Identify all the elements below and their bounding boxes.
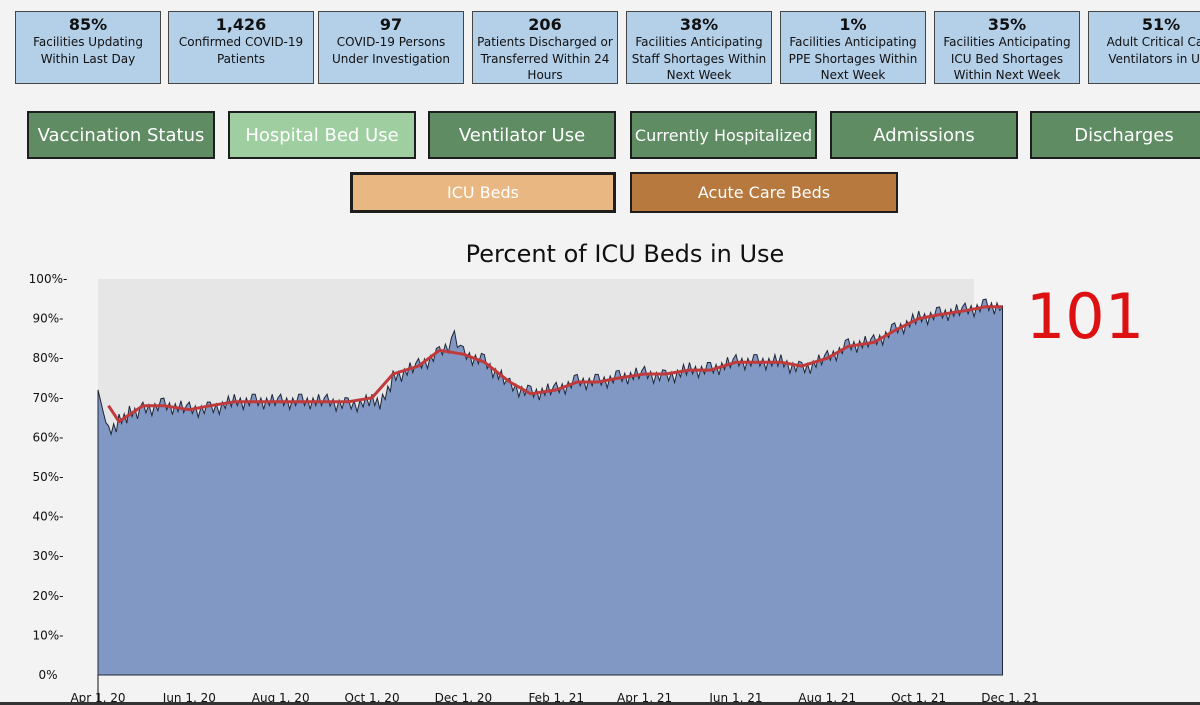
kpi-card: 35% Facilities Anticipating ICU Bed Shor… (934, 11, 1080, 84)
y-tick-label: 60%- (32, 430, 63, 444)
kpi-value: 206 (528, 15, 562, 34)
kpi-label: Facilities Anticipating ICU Bed Shortage… (943, 35, 1071, 82)
chart-title: Percent of ICU Beds in Use (465, 240, 785, 268)
kpi-value: 51% (1141, 15, 1181, 34)
kpi-card: 206 Patients Discharged or Transferred W… (472, 11, 618, 84)
tab-ventilator-use[interactable]: Ventilator Use (428, 111, 616, 159)
icu-use-area (97, 298, 1003, 676)
x-tick-label: Oct 1, 21 (891, 691, 946, 702)
kpi-label: Patients Discharged or Transferred Withi… (477, 35, 613, 82)
kpi-label: Adult Critical Care Ventilators in Use (1106, 35, 1200, 66)
kpi-label: Facilities Anticipating PPE Shortages Wi… (788, 35, 918, 82)
kpi-value: 38% (679, 15, 719, 34)
y-tick-label: 70%- (32, 391, 63, 405)
x-tick-label: Apr 1, 20 (70, 691, 125, 702)
x-tick-label: Dec 1, 21 (981, 691, 1039, 702)
x-tick-label: Jun 1, 21 (708, 691, 762, 702)
tab-admissions[interactable]: Admissions (830, 111, 1018, 159)
acute-care-beds-button[interactable]: Acute Care Beds (630, 172, 898, 213)
kpi-card: 85% Facilities Updating Within Last Day (15, 11, 161, 84)
y-tick-label: 20%- (32, 589, 63, 603)
y-tick-label: 0% (38, 668, 57, 682)
kpi-value: 85% (68, 15, 108, 34)
kpi-label: COVID-19 Persons Under Investigation (331, 35, 450, 66)
tab-vaccination-status[interactable]: Vaccination Status (27, 111, 215, 159)
x-tick-label: Oct 1, 20 (344, 691, 399, 702)
tab-discharges[interactable]: Discharges (1030, 111, 1200, 159)
y-tick-label: 100%- (29, 272, 68, 286)
y-tick-label: 90%- (32, 312, 63, 326)
taskbar-edge (0, 702, 1200, 705)
y-tick-label: 30%- (32, 549, 63, 563)
x-tick-label: Aug 1, 21 (798, 691, 856, 702)
icu-beds-button[interactable]: ICU Beds (350, 172, 616, 213)
kpi-card: 38% Facilities Anticipating Staff Shorta… (626, 11, 772, 84)
moving-average-line (107, 305, 1003, 424)
kpi-card: 51% Adult Critical Care Ventilators in U… (1088, 11, 1200, 84)
y-axis: 0% 10%- 20%- 30%- 40%- 50%- 60%- 70%- 80%- 90%- 10… (29, 272, 68, 682)
kpi-card: 1% Facilities Anticipating PPE Shortages… (780, 11, 926, 84)
x-tick-label: Dec 1, 20 (435, 691, 493, 702)
x-axis: Apr 1, 20 Jun 1, 20 Aug 1, 20 Oct 1, 20 Dec … (70, 691, 1038, 702)
x-tick-label: Aug 1, 20 (252, 691, 310, 702)
handwritten-annotation: 101 (1026, 280, 1144, 353)
kpi-label: Facilities Anticipating Staff Shortages … (631, 35, 767, 82)
kpi-value: 35% (987, 15, 1027, 34)
y-tick-label: 40%- (32, 510, 63, 524)
tab-currently-hospitalized[interactable]: Currently Hospitalized (630, 111, 817, 159)
y-tick-label: 80%- (32, 351, 63, 365)
y-tick-label: 50%- (32, 470, 63, 484)
kpi-value: 1,426 (215, 15, 267, 34)
kpi-value: 97 (379, 15, 403, 34)
kpi-label: Facilities Updating Within Last Day (33, 35, 143, 66)
x-tick-label: Feb 1, 21 (528, 691, 584, 702)
kpi-value: 1% (839, 15, 867, 34)
kpi-card: 1,426 Confirmed COVID-19 Patients (168, 11, 314, 84)
y-tick-label: 10%- (32, 628, 63, 642)
kpi-label: Confirmed COVID-19 Patients (178, 35, 304, 66)
tab-hospital-bed-use[interactable]: Hospital Bed Use (228, 111, 416, 159)
kpi-card: 97 COVID-19 Persons Under Investigation (318, 11, 464, 84)
x-tick-label: Apr 1, 21 (617, 691, 672, 702)
icu-beds-chart: 0% 10%- 20%- 30%- 40%- 50%- 60%- 70%- 80%- 90%- 10… (29, 272, 1144, 702)
kpi-row: 85% Facilities Updating Within Last Day … (0, 0, 1200, 100)
x-tick-label: Jun 1, 20 (162, 691, 216, 702)
